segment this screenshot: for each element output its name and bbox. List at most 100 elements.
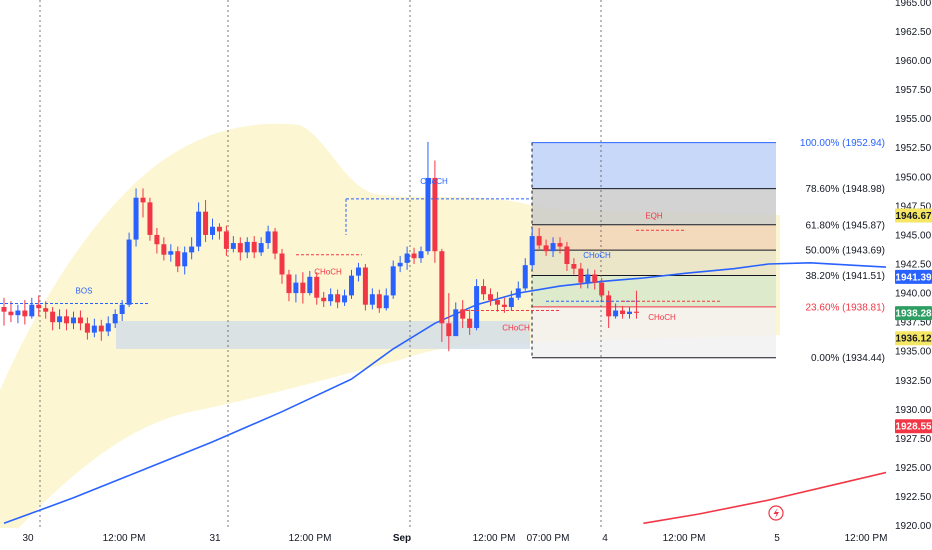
candle-body[interactable] [175, 251, 181, 267]
candle-body[interactable] [592, 274, 598, 283]
candle-body[interactable] [564, 246, 570, 264]
candle-body[interactable] [376, 294, 382, 309]
candle-body[interactable] [515, 288, 521, 298]
candle-body[interactable] [126, 239, 132, 305]
candle-body[interactable] [404, 253, 410, 263]
candle-body[interactable] [578, 268, 584, 283]
candle-body[interactable] [168, 251, 174, 255]
candle-body[interactable] [446, 323, 452, 337]
candle-body[interactable] [1, 307, 7, 312]
candle-body[interactable] [620, 310, 626, 315]
candle-body[interactable] [223, 231, 229, 249]
candle-body[interactable] [258, 243, 264, 253]
time-axis[interactable]: 30 12:00 PM 31 12:00 PM Sep 12:00 PM 07:00 PM 4… [0, 528, 887, 550]
candle-body[interactable] [91, 325, 97, 333]
candle-body[interactable] [599, 282, 605, 296]
candle-body[interactable] [244, 241, 250, 253]
candle-body[interactable] [488, 294, 493, 301]
candle-body[interactable] [43, 308, 49, 312]
candle-body[interactable] [251, 241, 257, 253]
price-badge[interactable] [895, 331, 932, 346]
candle-body[interactable] [522, 265, 528, 289]
candle-body[interactable] [550, 243, 556, 252]
candle-body[interactable] [105, 323, 111, 332]
candle-body[interactable] [119, 304, 125, 315]
candle-body[interactable] [467, 318, 473, 328]
candle-body[interactable] [147, 202, 153, 235]
candle-body[interactable] [627, 311, 632, 315]
alert-icon[interactable] [768, 505, 784, 521]
candle-body[interactable] [8, 311, 14, 316]
candle-body[interactable] [112, 314, 118, 324]
candle-body[interactable] [432, 177, 438, 252]
candle-body[interactable] [265, 231, 271, 244]
candle-body[interactable] [571, 264, 577, 269]
candle-body[interactable] [536, 236, 542, 246]
candle-body[interactable] [453, 309, 459, 337]
candle-body[interactable] [77, 317, 83, 324]
candlestick-series[interactable] [1, 141, 639, 352]
candle-body[interactable] [397, 262, 403, 267]
candle-body[interactable] [300, 282, 306, 294]
candle-body[interactable] [342, 295, 348, 303]
candle-body[interactable] [279, 253, 285, 275]
candle-body[interactable] [161, 244, 167, 255]
candle-body[interactable] [140, 197, 146, 203]
candle-body[interactable] [425, 177, 431, 252]
candle-body[interactable] [210, 226, 215, 235]
candle-body[interactable] [216, 226, 222, 232]
price-badge[interactable] [895, 419, 932, 434]
candle-body[interactable] [154, 234, 160, 245]
candle-body[interactable] [418, 251, 424, 259]
candle-body[interactable] [369, 294, 375, 305]
candle-body[interactable] [543, 245, 549, 252]
price-axis[interactable]: 1965.00 1962.50 1960.00 1957.50 1955.00 1952.… [886, 0, 932, 550]
candle-body[interactable] [494, 300, 500, 305]
candle-body[interactable] [335, 294, 341, 303]
candle-body[interactable] [230, 243, 236, 249]
candle-body[interactable] [29, 304, 35, 317]
candle-body[interactable] [321, 297, 327, 302]
candle-body[interactable] [36, 304, 42, 309]
candle-body[interactable] [606, 295, 612, 317]
price-badge[interactable] [895, 208, 932, 223]
fibonacci-retracement[interactable]: 100.00% (1952.94) 78.60% (1948.98) 61.80% … [531, 138, 885, 364]
candle-body[interactable] [355, 267, 361, 276]
candle-body[interactable] [439, 251, 445, 324]
candle-body[interactable] [286, 274, 292, 294]
candle-body[interactable] [481, 286, 487, 295]
candle-body[interactable] [133, 197, 139, 240]
candle-body[interactable] [362, 267, 368, 305]
candle-body[interactable] [272, 231, 278, 254]
candle-body[interactable] [57, 316, 63, 323]
price-badge[interactable] [895, 269, 932, 284]
candle-body[interactable] [349, 275, 354, 296]
candle-body[interactable] [182, 252, 188, 267]
candle-body[interactable] [585, 274, 591, 283]
candle-body[interactable] [189, 246, 195, 253]
candle-body[interactable] [501, 304, 507, 308]
candle-body[interactable] [508, 297, 514, 308]
candle-body[interactable] [390, 266, 396, 296]
candle-body[interactable] [460, 309, 466, 319]
candle-body[interactable] [98, 325, 104, 332]
candle-body[interactable] [196, 211, 202, 247]
candle-body[interactable] [557, 243, 563, 247]
candle-body[interactable] [307, 276, 313, 294]
candle-body[interactable] [613, 310, 619, 317]
candle-body[interactable] [71, 317, 76, 324]
candle-body[interactable] [22, 310, 28, 317]
candle-body[interactable] [203, 211, 209, 235]
candle-body[interactable] [633, 311, 639, 313]
candle-body[interactable] [84, 323, 90, 333]
candle-body[interactable] [383, 295, 389, 309]
candle-body[interactable] [50, 311, 56, 323]
candle-body[interactable] [529, 236, 535, 266]
price-badge[interactable] [895, 306, 932, 321]
candle-body[interactable] [15, 310, 21, 316]
candle-body[interactable] [64, 316, 70, 324]
candle-body[interactable] [411, 253, 417, 259]
candle-body[interactable] [293, 282, 299, 294]
candle-body[interactable] [314, 276, 320, 298]
